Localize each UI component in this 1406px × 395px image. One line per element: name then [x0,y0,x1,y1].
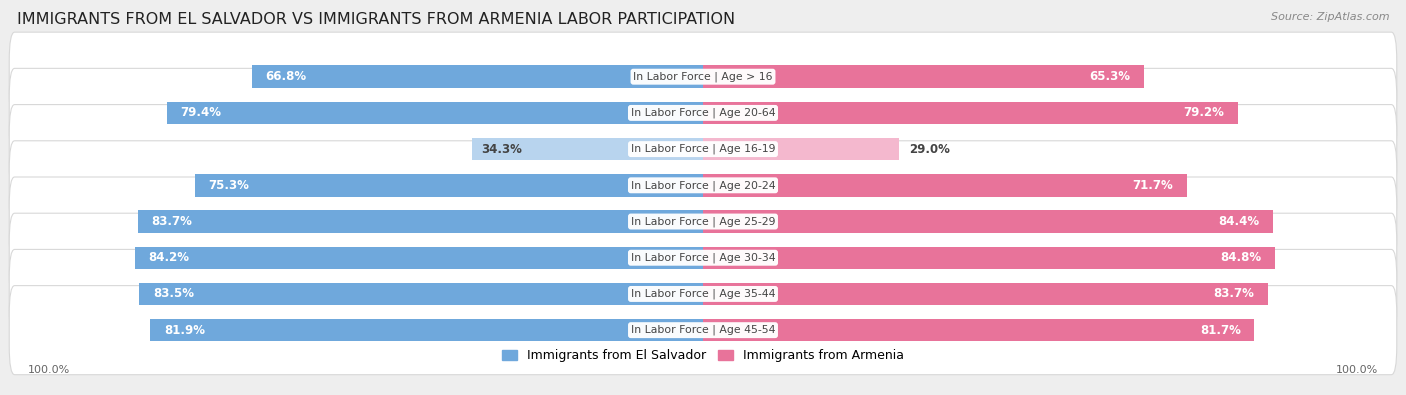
Legend: Immigrants from El Salvador, Immigrants from Armenia: Immigrants from El Salvador, Immigrants … [496,344,910,367]
Bar [703,246,1275,269]
Text: 79.4%: 79.4% [180,106,222,119]
Text: In Labor Force | Age > 16: In Labor Force | Age > 16 [633,71,773,82]
Bar [138,210,703,233]
Text: 100.0%: 100.0% [1336,365,1378,374]
Text: 84.4%: 84.4% [1218,215,1260,228]
Text: 71.7%: 71.7% [1133,179,1174,192]
Text: In Labor Force | Age 20-64: In Labor Force | Age 20-64 [631,108,775,118]
Bar [139,283,703,305]
Text: 29.0%: 29.0% [908,143,949,156]
Text: 79.2%: 79.2% [1182,106,1225,119]
FancyBboxPatch shape [10,32,1396,121]
Text: IMMIGRANTS FROM EL SALVADOR VS IMMIGRANTS FROM ARMENIA LABOR PARTICIPATION: IMMIGRANTS FROM EL SALVADOR VS IMMIGRANT… [17,12,735,27]
Text: In Labor Force | Age 45-54: In Labor Force | Age 45-54 [631,325,775,335]
Text: In Labor Force | Age 16-19: In Labor Force | Age 16-19 [631,144,775,154]
FancyBboxPatch shape [10,177,1396,266]
Bar [703,102,1237,124]
Text: 84.2%: 84.2% [148,251,190,264]
Text: 66.8%: 66.8% [266,70,307,83]
Text: Source: ZipAtlas.com: Source: ZipAtlas.com [1271,12,1389,22]
Bar [703,210,1272,233]
Text: 100.0%: 100.0% [28,365,70,374]
Bar [703,319,1254,341]
Text: 34.3%: 34.3% [482,143,523,156]
Bar [135,246,703,269]
Text: 81.7%: 81.7% [1199,324,1241,337]
FancyBboxPatch shape [10,105,1396,194]
Text: In Labor Force | Age 30-34: In Labor Force | Age 30-34 [631,252,775,263]
Text: 65.3%: 65.3% [1090,70,1130,83]
Bar [195,174,703,197]
Text: 81.9%: 81.9% [163,324,205,337]
Bar [703,283,1268,305]
FancyBboxPatch shape [10,286,1396,375]
Text: 83.7%: 83.7% [152,215,193,228]
FancyBboxPatch shape [10,68,1396,158]
Text: In Labor Force | Age 20-24: In Labor Force | Age 20-24 [631,180,775,190]
FancyBboxPatch shape [10,141,1396,230]
Bar [252,66,703,88]
FancyBboxPatch shape [10,249,1396,339]
Text: In Labor Force | Age 25-29: In Labor Force | Age 25-29 [631,216,775,227]
Bar [703,174,1187,197]
Bar [150,319,703,341]
Text: 83.5%: 83.5% [153,288,194,301]
Bar [703,66,1143,88]
Bar [703,138,898,160]
Text: 84.8%: 84.8% [1220,251,1261,264]
Text: 75.3%: 75.3% [208,179,249,192]
FancyBboxPatch shape [10,213,1396,302]
Text: In Labor Force | Age 35-44: In Labor Force | Age 35-44 [631,289,775,299]
Text: 83.7%: 83.7% [1213,288,1254,301]
Bar [167,102,703,124]
Bar [471,138,703,160]
